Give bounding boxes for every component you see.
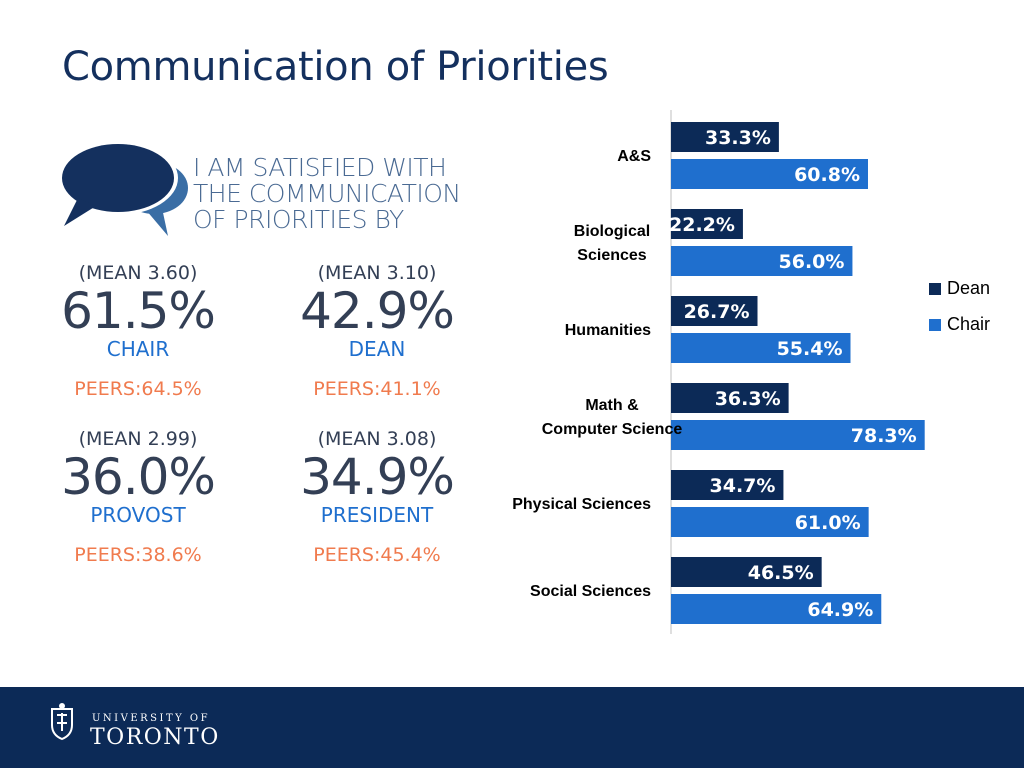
- legend-label-chair: Chair: [947, 314, 990, 334]
- footer-bar: UNIVERSITY OF TORONTO: [0, 687, 1024, 768]
- category-label: Math & Computer Science: [542, 397, 683, 438]
- speech-bubbles-icon: [58, 141, 188, 236]
- bar-value-label: 56.0%: [779, 251, 845, 273]
- bar-value-label: 60.8%: [794, 164, 860, 186]
- stat-role: PRESIDENT: [320, 503, 434, 527]
- stat-percent: 42.9%: [300, 282, 455, 340]
- toronto-text: TORONTO: [90, 725, 220, 750]
- stat-percent: 36.0%: [61, 448, 216, 506]
- stat-role: CHAIR: [106, 337, 170, 361]
- bar-value-label: 55.4%: [777, 338, 843, 360]
- category-label: Biological Sciences: [574, 223, 650, 264]
- bar-value-label: 33.3%: [705, 127, 771, 149]
- university-of-text: UNIVERSITY OF: [92, 713, 211, 724]
- bar-value-label: 36.3%: [715, 388, 781, 410]
- university-crest-logo: [51, 703, 73, 741]
- dean-bar: [671, 557, 822, 587]
- stat-dean: (MEAN 3.10) 42.9% DEAN PEERS:41.1%: [287, 262, 467, 400]
- stat-provost: (MEAN 2.99) 36.0% PROVOST PEERS:38.6%: [48, 428, 228, 566]
- stat-chair: (MEAN 3.60) 61.5% CHAIR PEERS:64.5%: [48, 262, 228, 400]
- stat-mean: (MEAN 2.99): [78, 428, 198, 450]
- dean-bar: [671, 209, 743, 239]
- headline-line: THE COMMUNICATION: [193, 179, 461, 208]
- bar-value-label: 34.7%: [710, 475, 776, 497]
- stat-president: (MEAN 3.08) 34.9% PRESIDENT PEERS:45.4%: [287, 428, 467, 566]
- headline-line: I AM SATISFIED WITH: [193, 153, 447, 182]
- category-label: A&S: [617, 148, 651, 165]
- chair-bar: [671, 594, 882, 624]
- stat-percent: 61.5%: [61, 282, 216, 340]
- chair-bar: [671, 159, 868, 189]
- page-title: Communication of Priorities: [62, 44, 609, 90]
- survey-headline: I AM SATISFIED WITH THE COMMUNICATION OF…: [193, 155, 461, 233]
- stat-percent: 34.9%: [300, 448, 455, 506]
- stat-mean: (MEAN 3.10): [317, 262, 437, 284]
- bar-value-label: 26.7%: [684, 301, 750, 323]
- stat-role: DEAN: [348, 337, 406, 361]
- chair-bar: [671, 507, 869, 537]
- chair-bar: [671, 246, 853, 276]
- dean-bar: [671, 470, 784, 500]
- category-label: Humanities: [565, 322, 651, 339]
- legend-swatch-dean: [929, 283, 941, 295]
- stat-peers: PEERS:45.4%: [313, 544, 441, 566]
- bar-value-label: 22.2%: [669, 214, 735, 236]
- stat-peers: PEERS:64.5%: [74, 378, 202, 400]
- legend-swatch-chair: [929, 319, 941, 331]
- bar-value-label: 78.3%: [851, 425, 917, 447]
- chair-bar: [671, 333, 851, 363]
- stat-mean: (MEAN 3.08): [317, 428, 437, 450]
- category-label: Social Sciences: [530, 583, 651, 600]
- stat-role: PROVOST: [90, 503, 186, 527]
- stat-peers: PEERS:38.6%: [74, 544, 202, 566]
- headline-line: OF PRIORITIES BY: [193, 205, 404, 234]
- chair-bar: [671, 420, 925, 450]
- legend-label-dean: Dean: [947, 278, 990, 298]
- stat-mean: (MEAN 3.60): [78, 262, 198, 284]
- dean-bar: [671, 383, 789, 413]
- dean-bar: [671, 122, 779, 152]
- bar-value-label: 61.0%: [795, 512, 861, 534]
- dean-bar: [671, 296, 758, 326]
- bar-chart: 33.3% 60.8% A&S 22.2% 56.0% Biological Science…: [512, 110, 990, 634]
- bar-value-label: 46.5%: [748, 562, 814, 584]
- category-label: Physical Sciences: [512, 496, 651, 513]
- stat-peers: PEERS:41.1%: [313, 378, 441, 400]
- bar-value-label: 64.9%: [807, 599, 873, 621]
